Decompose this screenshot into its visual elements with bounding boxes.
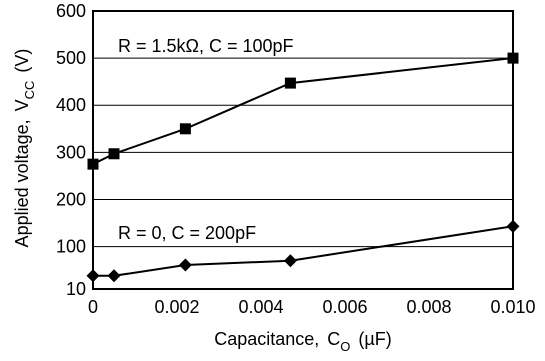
y-axis-title-subscript: CC [22, 81, 37, 100]
y-tick-label: 300 [56, 142, 86, 162]
y-tick-label: 100 [56, 237, 86, 257]
x-axis-title-subscript: O [340, 339, 350, 354]
x-tick-label: 0.006 [322, 297, 367, 317]
y-axis-title-main: Applied voltage, [12, 119, 32, 247]
series-label-2: R = 0, C = 200pF [118, 223, 256, 243]
y-tick-label: 10 [66, 279, 86, 299]
series-label-1: R = 1.5kΩ, C = 100pF [118, 36, 294, 56]
series-label-2-background [112, 220, 308, 244]
series-1-point [284, 77, 296, 89]
x-axis-title-main: Capacitance, [214, 329, 319, 349]
series-2-point [283, 254, 297, 268]
x-axis-title-unit: (µF) [358, 329, 391, 349]
series-layer [86, 52, 520, 283]
y-tick-label: 200 [56, 189, 86, 209]
plot-frame [92, 10, 514, 290]
y-axis-title-unit: (V) [12, 49, 32, 73]
series-label-1-background [112, 33, 358, 57]
y-axis-title: Applied voltage, VCC (V) [12, 49, 37, 248]
x-tick-label: 0 [88, 297, 98, 317]
series-1-point [108, 148, 120, 160]
y-tick-label: 500 [56, 48, 86, 68]
x-tick-label: 0.004 [238, 297, 283, 317]
series-1-line [92, 57, 514, 165]
grid-lines [93, 57, 513, 248]
x-axis-title: Capacitance, CO (µF) [214, 329, 392, 354]
series-2-point [178, 258, 192, 272]
y-axis-title-symbol: V [12, 99, 32, 111]
y-tick-label: 400 [56, 95, 86, 115]
series-2-point [107, 269, 121, 283]
x-tick-label: 0.002 [154, 297, 199, 317]
tick-labels: 10 100 200 300 400 500 600 0 0.002 0.004 0.006 0.00… [56, 1, 536, 317]
x-axis-title-symbol: C [327, 329, 340, 349]
y-tick-label: 600 [56, 1, 86, 21]
x-tick-label: 0.008 [406, 297, 451, 317]
x-tick-label: 0.010 [490, 297, 535, 317]
series-1-point [179, 123, 191, 135]
